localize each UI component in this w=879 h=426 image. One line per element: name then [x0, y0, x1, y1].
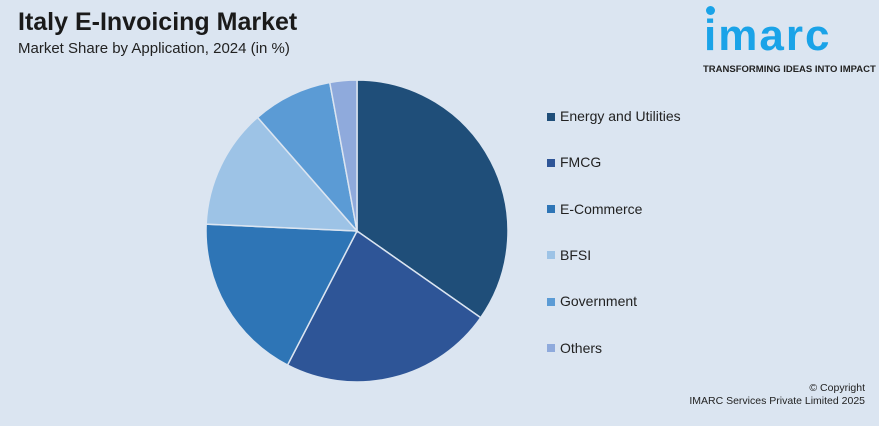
legend-item: Government — [547, 293, 637, 310]
pie-slice-e-commerce — [205, 223, 359, 367]
legend-item: E-Commerce — [547, 201, 642, 218]
legend-label: BFSI — [560, 246, 592, 263]
legend-swatch — [547, 297, 555, 306]
legend-label: FMCG — [560, 154, 602, 171]
legend-label: Government — [560, 293, 638, 310]
page-title: Italy E-Invoicing Market — [18, 8, 298, 36]
legend-item: BFSI — [547, 247, 591, 264]
pie-slice-bfsi — [205, 116, 359, 232]
pie-slice-others — [328, 79, 358, 232]
copyright: © Copyright IMARC Services Private Limit… — [689, 382, 865, 408]
imarc-logo: imarc TRANSFORMING IDEAS INTO IMPACT — [700, 4, 876, 84]
legend-item: Others — [547, 340, 602, 357]
legend-label: Others — [560, 339, 603, 356]
legend-label: Energy and Utilities — [560, 108, 681, 124]
pie-slice-fmcg — [286, 229, 482, 383]
legend-item: FMCG — [547, 154, 601, 171]
logo-wordmark: imarc — [704, 11, 832, 60]
pie-slice-energy-and-utilities — [356, 79, 509, 319]
legend-item: Energy and Utilities — [547, 108, 681, 125]
logo-tagline: TRANSFORMING IDEAS INTO IMPACT — [703, 64, 876, 75]
copyright-line: © Copyright — [809, 382, 865, 394]
copyright-company: IMARC Services Private Limited 2025 — [689, 395, 865, 407]
chart-subtitle: Market Share by Application, 2024 (in %) — [18, 40, 290, 57]
legend-swatch — [547, 112, 555, 121]
legend-swatch — [547, 158, 555, 167]
logo-dot — [706, 6, 715, 15]
legend-swatch — [547, 251, 555, 260]
legend-swatch — [547, 205, 555, 214]
legend-label: E-Commerce — [560, 200, 643, 217]
legend-swatch — [547, 344, 555, 352]
